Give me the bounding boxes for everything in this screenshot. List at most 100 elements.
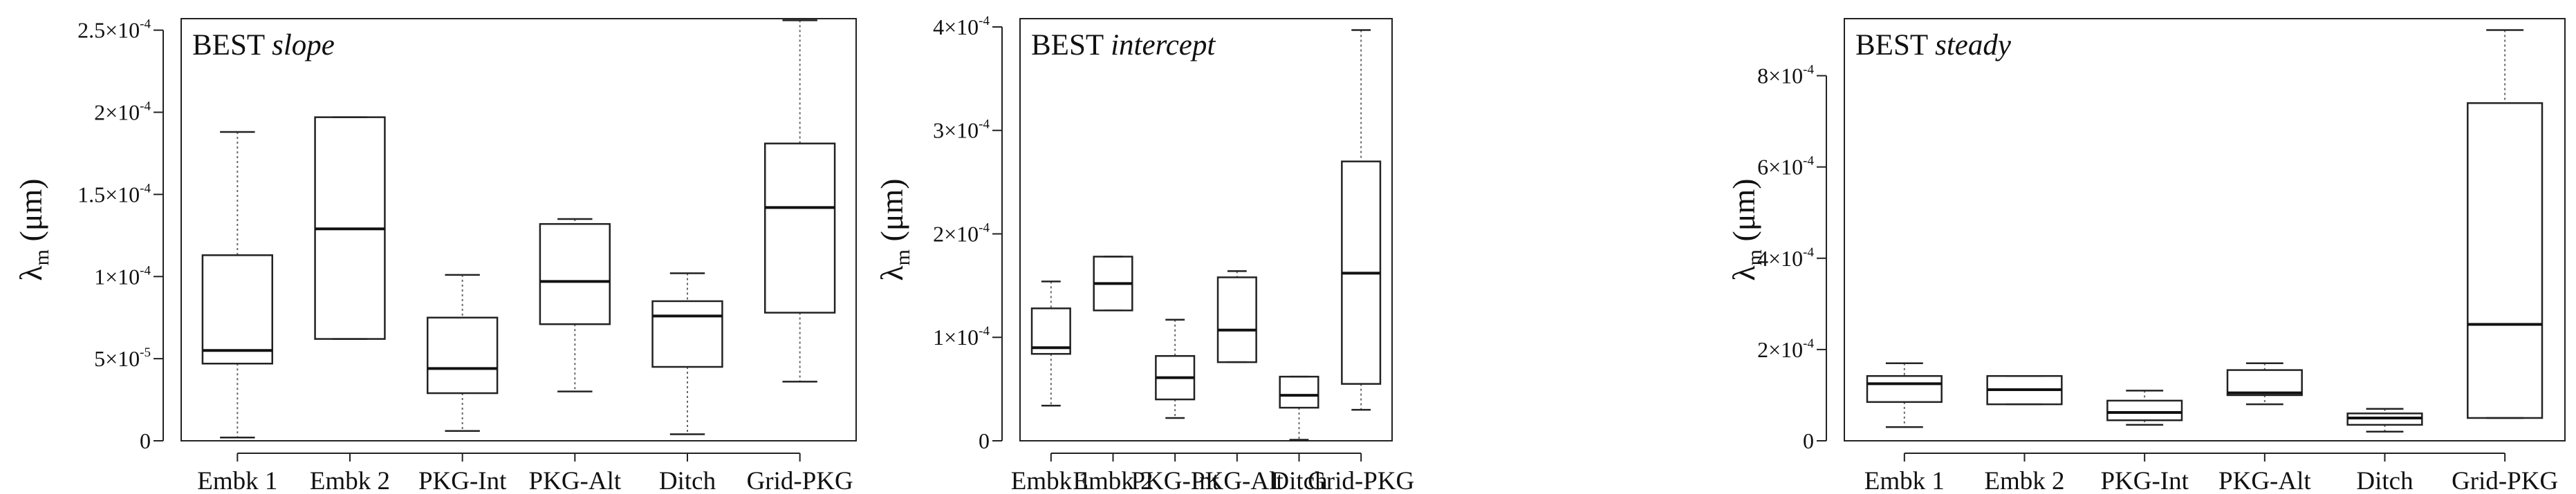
y-tick-label: 2×10-4: [94, 99, 151, 125]
box-6: [763, 19, 836, 383]
y-tick-times: ×10: [1768, 64, 1803, 88]
y-tick-label: 0: [979, 428, 990, 453]
y-tick-mantissa: 6: [1757, 155, 1768, 180]
x-tick-label: Embk 2: [310, 467, 390, 494]
y-tick-label: 4×10-4: [1757, 245, 1814, 271]
y-tick-label: 1.5×10-4: [77, 181, 151, 207]
y-axis-label-unit: (μm): [13, 178, 48, 249]
y-tick-times: ×10: [944, 221, 979, 246]
y-tick-mantissa: 2.5: [77, 18, 105, 43]
plot-frame: [180, 18, 857, 441]
y-tick-label: 2×10-4: [933, 220, 990, 246]
box-3: [1155, 319, 1196, 419]
iqr-box: [2226, 369, 2303, 397]
box-4: [539, 218, 611, 392]
x-tick-label: Ditch: [659, 467, 716, 494]
iqr-box: [1279, 375, 1319, 409]
y-tick-exponent: -4: [140, 17, 151, 32]
y-tick-times: ×10: [944, 325, 979, 350]
box-3: [426, 274, 499, 432]
y-axis-label-symbol: λ: [13, 265, 48, 281]
y-tick-mantissa: 1.5: [77, 182, 105, 207]
box-4: [1216, 270, 1257, 363]
y-tick-label: 6×10-4: [1757, 154, 1814, 180]
x-tick-label: PKG-Alt: [529, 467, 622, 494]
chart-title-method: intercept: [1111, 29, 1216, 61]
iqr-box: [651, 300, 723, 368]
y-tick-label: 2×10-4: [1757, 336, 1814, 362]
plot-frame: [1844, 18, 2566, 441]
iqr-box: [763, 142, 836, 314]
y-tick-times: ×10: [1768, 337, 1803, 362]
y-tick-label: 2.5×10-4: [77, 17, 151, 43]
y-axis-label-subscript: m: [891, 249, 914, 265]
box-4: [2226, 362, 2303, 406]
y-tick-label: 8×10-4: [1757, 63, 1814, 88]
box-6: [1341, 29, 1382, 411]
y-tick-times: ×10: [105, 18, 140, 43]
chart-title: BEST slope: [192, 29, 335, 61]
y-axis-label-subscript: m: [30, 249, 53, 265]
box-3: [2106, 390, 2183, 426]
box-2: [314, 116, 386, 340]
x-tick-label: Embk 1: [1011, 467, 1091, 494]
chart-title-prefix: BEST: [192, 29, 272, 61]
iqr-box: [539, 222, 611, 325]
y-tick-label: 0: [140, 428, 151, 453]
y-tick-label: 5×10-5: [94, 345, 151, 371]
y-tick-mantissa: 2: [1757, 337, 1768, 362]
box-1: [1030, 281, 1071, 407]
box-2: [1986, 374, 2063, 406]
x-tick-label: Grid-PKG: [747, 467, 853, 494]
chart-title-prefix: BEST: [1031, 29, 1111, 61]
y-tick-mantissa: 4: [933, 15, 944, 39]
x-tick-label: Embk 2: [1073, 467, 1153, 494]
box-5: [651, 272, 723, 435]
y-tick-times: ×10: [105, 346, 140, 371]
chart-title-prefix: BEST: [1855, 29, 1935, 61]
iqr-box: [201, 254, 274, 365]
y-tick-label: 0: [1803, 428, 1814, 453]
y-axis-label: λm (μm): [874, 178, 914, 281]
box-1: [201, 131, 274, 439]
y-tick-exponent: -4: [140, 99, 151, 114]
y-axis-label-symbol: λ: [1726, 265, 1761, 281]
y-tick-times: ×10: [105, 182, 140, 207]
y-tick-times: ×10: [1768, 246, 1803, 271]
y-tick-exponent: -4: [140, 263, 151, 278]
y-tick-mantissa: 2: [94, 100, 105, 125]
x-tick-label: PKG-Alt: [2218, 467, 2311, 494]
iqr-box: [426, 316, 499, 395]
y-tick-times: ×10: [105, 100, 140, 125]
x-tick-label: Grid-PKG: [1308, 467, 1414, 494]
y-tick-exponent: -4: [1803, 63, 1814, 77]
y-tick-exponent: -4: [979, 117, 990, 132]
y-axis-label: λm (μm): [1726, 178, 1766, 281]
box-2: [1093, 256, 1133, 312]
x-tick-label: Grid-PKG: [2452, 467, 2558, 494]
y-tick-label: 3×10-4: [933, 117, 990, 143]
y-tick-exponent: -4: [140, 181, 151, 196]
y-tick-label: 4×10-4: [933, 14, 990, 39]
chart-title-method: steady: [1935, 29, 2012, 61]
y-axis-label-unit: (μm): [1726, 178, 1761, 249]
box-1: [1866, 362, 1943, 428]
y-axis-label-subscript: m: [1743, 249, 1766, 265]
x-tick-label: PKG-Int: [1131, 467, 1219, 494]
iqr-box: [1216, 276, 1257, 363]
y-tick-times: ×10: [944, 118, 979, 143]
plot-frame: [1019, 18, 1393, 441]
y-tick-mantissa: 1: [94, 264, 105, 289]
y-tick-exponent: -4: [979, 324, 990, 339]
y-tick-label: 1×10-4: [933, 324, 990, 350]
y-tick-exponent: -4: [979, 14, 990, 28]
y-tick-times: ×10: [944, 15, 979, 39]
chart-title: BEST steady: [1855, 29, 2012, 61]
x-tick-label: Ditch: [1270, 467, 1328, 494]
box-6: [2467, 29, 2543, 419]
y-tick-mantissa: 3: [933, 118, 944, 143]
chart-title-method: slope: [272, 29, 335, 61]
chart-panel-1: BEST slope05×10-51×10-41.5×10-42×10-42.5…: [13, 17, 857, 494]
iqr-box: [2106, 399, 2183, 421]
